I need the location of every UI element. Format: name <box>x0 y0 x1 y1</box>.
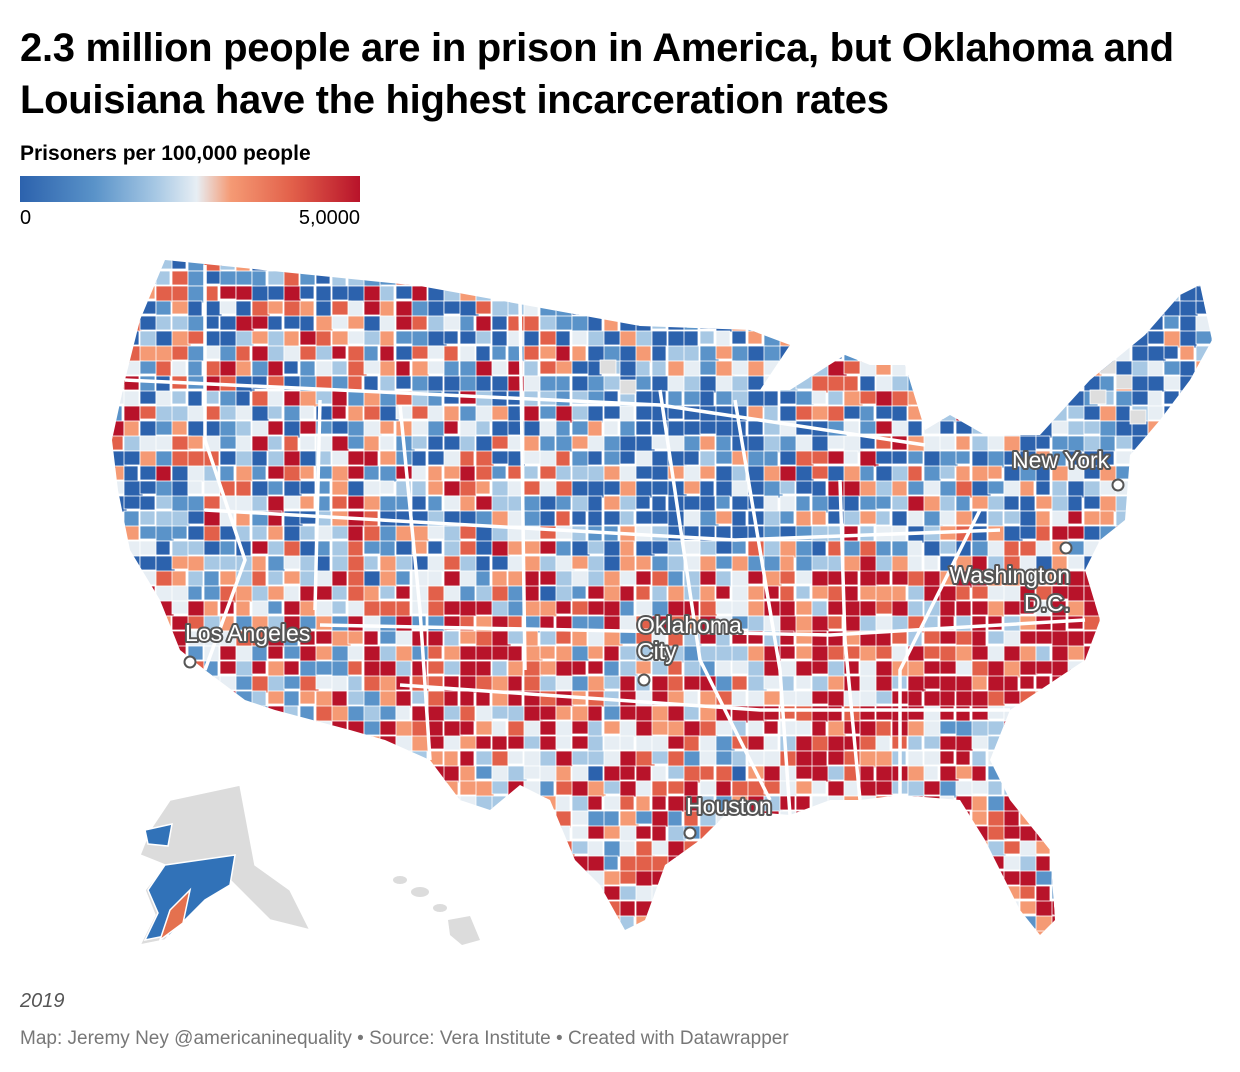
state-border-mississippi-east <box>733 399 792 816</box>
hawaii <box>393 876 480 945</box>
state-border-plains <box>518 299 527 671</box>
legend-max-label: 5,0000 <box>298 207 360 229</box>
state-border-ohio <box>838 479 862 801</box>
source-credit: Map: Jeremy Ney @americaninequality • So… <box>20 1028 789 1049</box>
city-label: Oklahoma <box>637 612 742 638</box>
city-label: Washington <box>949 562 1070 588</box>
alaska-southwest <box>143 854 236 942</box>
state-border-horizontal-2 <box>204 508 1001 542</box>
legend-title: Prisoners per 100,000 people <box>20 142 311 165</box>
city-marker-dot <box>183 655 197 669</box>
year-note: 2019 <box>20 990 65 1012</box>
city-label: City <box>637 638 677 664</box>
state-borders <box>124 265 1086 816</box>
city-label: Houston <box>686 793 772 819</box>
state-border-mississippi-west <box>658 389 772 801</box>
map-title: 2.3 million people are in prison in Amer… <box>20 26 1174 122</box>
state-border-appalachia <box>898 509 982 795</box>
city-marker-dot <box>683 826 697 840</box>
state-border-horizontal-3 <box>319 618 1086 637</box>
city-label: Los Angeles <box>185 620 310 646</box>
city-marker-dot <box>1111 478 1125 492</box>
legend-min-label: 0 <box>20 207 32 229</box>
city-marker-dot <box>1059 541 1073 555</box>
state-border-horizontal-1 <box>124 378 926 447</box>
alaska-peninsula <box>158 887 192 943</box>
city-marker-dot <box>637 673 651 687</box>
state-border-nevada-utah <box>313 399 322 611</box>
alaska-island <box>144 823 173 847</box>
city-label: New York <box>1012 447 1110 473</box>
state-border-rockies <box>398 404 432 761</box>
alaska <box>138 784 312 947</box>
state-border-horizontal-4 <box>399 683 1010 712</box>
state-border-west <box>203 265 247 671</box>
legend-color-scale <box>20 176 360 202</box>
city-label: D.C. <box>1024 590 1070 616</box>
